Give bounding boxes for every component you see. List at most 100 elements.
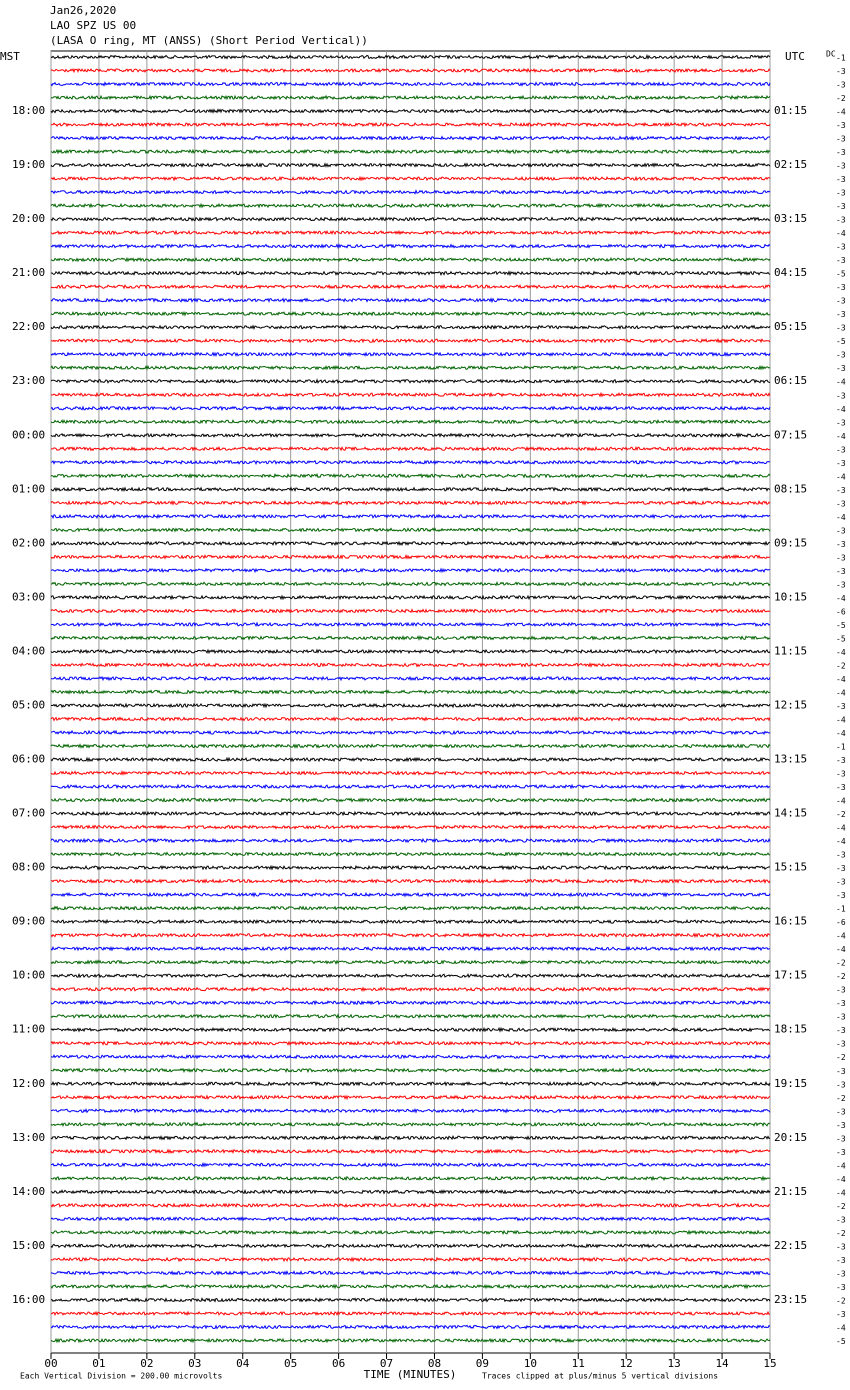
trace (50, 851, 771, 857)
dc-offset-label: -2 (836, 810, 846, 819)
mst-label: 21:00 (12, 266, 45, 279)
dc-offset-label: -5 (836, 270, 846, 279)
trace (50, 391, 771, 398)
dc-offset-label: -3 (836, 1013, 846, 1022)
dc-offset-label: -3 (836, 243, 846, 252)
trace (50, 1148, 771, 1155)
trace (50, 53, 771, 60)
trace (50, 310, 771, 317)
scale-note: Each Vertical Division = 200.00 microvol… (20, 1372, 222, 1381)
mst-label: 08:00 (12, 861, 45, 874)
dc-offset-label: -3 (836, 1269, 846, 1278)
dc-offset-label: -3 (836, 445, 846, 454)
dc-offset-label: -3 (836, 391, 846, 400)
utc-label: 23:15 (774, 1293, 807, 1306)
trace (50, 216, 771, 222)
trace (50, 945, 771, 952)
dc-offset-label: -3 (836, 756, 846, 765)
dc-offset-label: -4 (836, 729, 846, 738)
trace (50, 108, 771, 114)
mst-label: 05:00 (12, 698, 45, 711)
utc-label: 13:15 (774, 753, 807, 766)
dc-offset-label: -3 (836, 1026, 846, 1035)
dc-offset-label: -4 (836, 378, 846, 387)
dc-offset-label: -3 (836, 121, 846, 130)
trace (50, 121, 771, 128)
dc-offset-label: -3 (836, 148, 846, 157)
dc-offset-label: -3 (836, 1040, 846, 1049)
x-tick-label: 10 (524, 1357, 537, 1370)
mst-label: 12:00 (12, 1077, 45, 1090)
trace (50, 459, 771, 466)
dc-offset-label: -4 (836, 688, 846, 697)
utc-label: 01:15 (774, 104, 807, 117)
x-tick-label: 01 (92, 1357, 105, 1370)
trace (50, 270, 771, 277)
dc-offset-label: -3 (836, 1107, 846, 1116)
trace (50, 1026, 771, 1033)
mst-label: 23:00 (12, 374, 45, 387)
trace (50, 621, 771, 628)
trace (50, 1270, 771, 1276)
trace (50, 94, 771, 101)
dc-offset-label: -3 (836, 324, 846, 333)
dc-offset-label: -3 (836, 864, 846, 873)
mst-label: 11:00 (12, 1023, 45, 1036)
x-tick-label: 02 (140, 1357, 153, 1370)
trace (50, 175, 771, 182)
left-axis-label: MST (0, 50, 20, 63)
trace (50, 702, 771, 709)
mst-label: 18:00 (12, 104, 45, 117)
trace (50, 1161, 771, 1168)
trace (50, 405, 771, 412)
trace (50, 783, 771, 790)
utc-label: 05:15 (774, 320, 807, 333)
trace (50, 486, 771, 493)
title-line: (LASA O ring, MT (ANSS) (Short Period Ve… (50, 34, 368, 47)
dc-offset-label: -3 (836, 770, 846, 779)
dc-offset-label: -3 (836, 202, 846, 211)
mst-label: 09:00 (12, 915, 45, 928)
mst-label: 06:00 (12, 753, 45, 766)
trace (50, 580, 771, 587)
dc-offset-label: -3 (836, 526, 846, 535)
trace (50, 675, 771, 682)
x-tick-label: 08 (428, 1357, 441, 1370)
trace (50, 148, 771, 155)
trace (50, 1256, 771, 1263)
x-tick-label: 09 (476, 1357, 489, 1370)
trace (50, 716, 771, 722)
trace (50, 297, 771, 304)
trace (50, 1134, 771, 1141)
dc-offset-label: -2 (836, 1229, 846, 1238)
trace (50, 797, 771, 803)
dc-offset-label: -4 (836, 108, 846, 117)
utc-label: 22:15 (774, 1239, 807, 1252)
trace (51, 527, 771, 533)
utc-label: 15:15 (774, 861, 807, 874)
trace (50, 202, 771, 209)
trace (50, 810, 771, 817)
dc-offset-label: -4 (836, 648, 846, 657)
dc-offset-label: -3 (836, 256, 846, 265)
dc-offset-label: -3 (836, 81, 846, 90)
dc-offset-label: -3 (836, 283, 846, 292)
dc-offset-label: -4 (836, 432, 846, 441)
trace (50, 743, 771, 749)
utc-label: 21:15 (774, 1185, 807, 1198)
dc-offset-label: -3 (836, 553, 846, 562)
dc-offset-label: -6 (836, 918, 846, 927)
trace (50, 824, 771, 830)
x-tick-label: 07 (380, 1357, 393, 1370)
trace (50, 1080, 771, 1087)
dc-offset-label: -4 (836, 472, 846, 481)
dc-offset-label: -3 (836, 351, 846, 360)
dc-offset-label: -2 (836, 972, 846, 981)
dc-offset-label: -3 (836, 1283, 846, 1292)
dc-offset-label: -3 (836, 580, 846, 589)
trace (50, 1243, 771, 1249)
x-tick-label: 04 (236, 1357, 250, 1370)
utc-label: 14:15 (774, 807, 807, 820)
trace (50, 1202, 770, 1209)
dc-offset-label: -3 (836, 851, 846, 860)
